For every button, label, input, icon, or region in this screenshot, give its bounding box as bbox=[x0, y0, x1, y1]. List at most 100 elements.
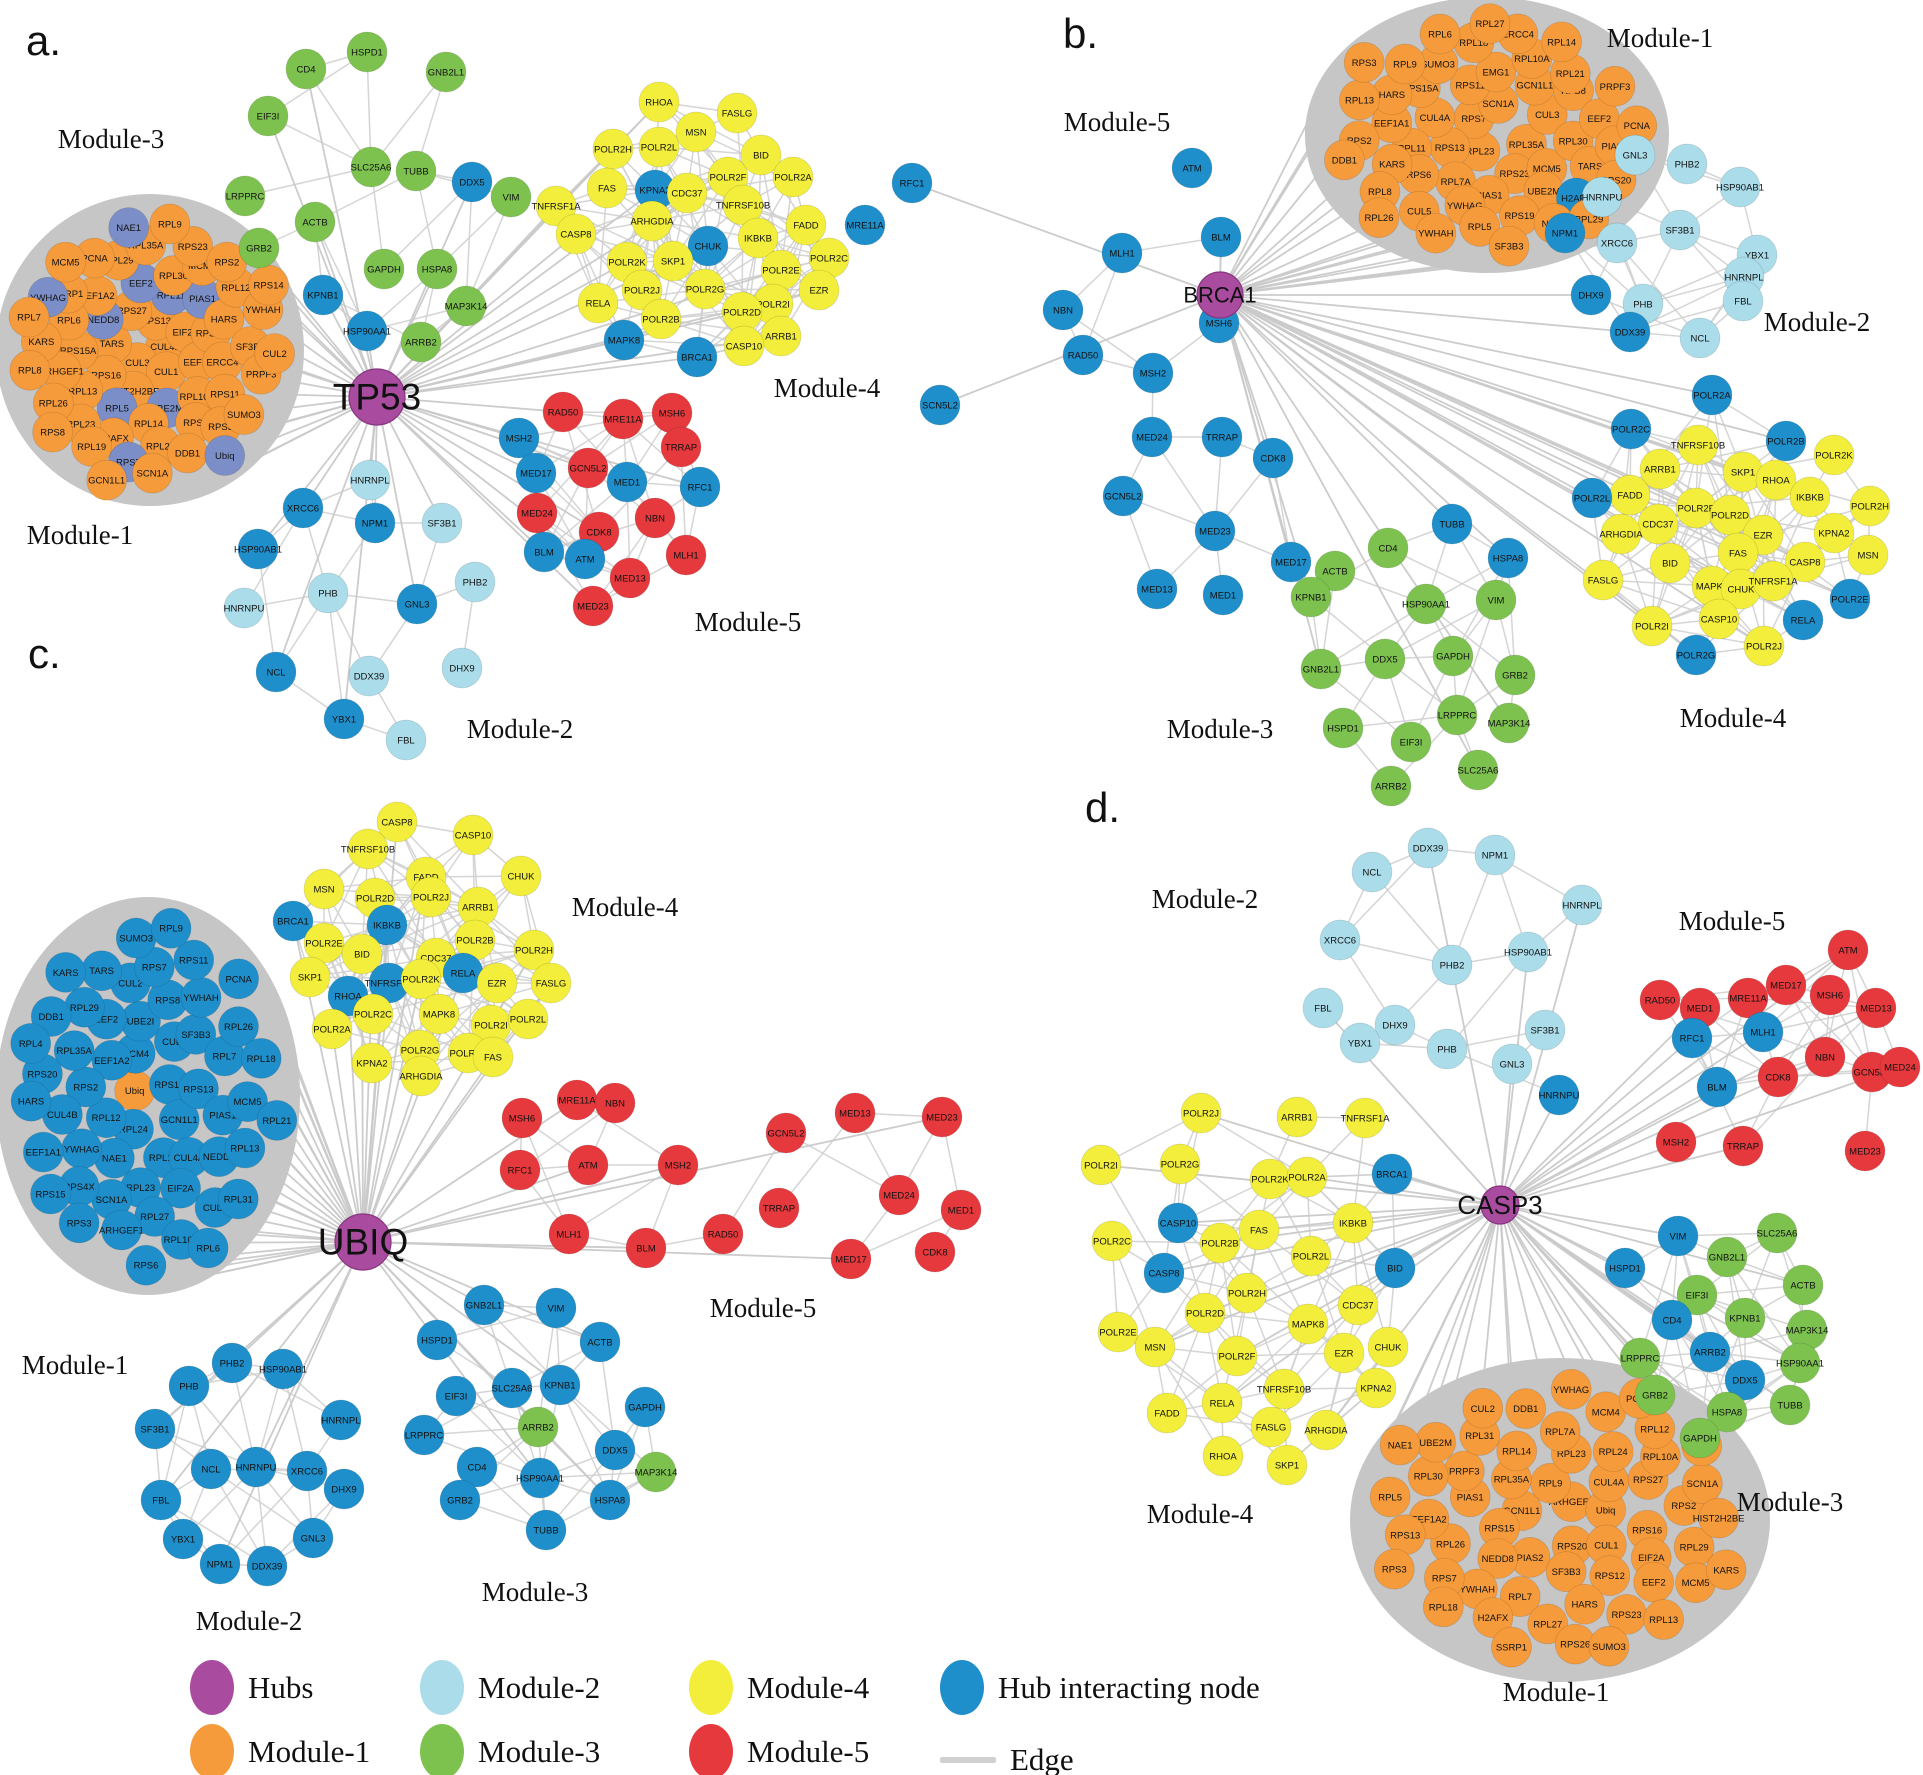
node-NCL: NCL bbox=[255, 651, 297, 693]
node-CDK8: CDK8 bbox=[914, 1231, 956, 1273]
node-HSPA8: HSPA8 bbox=[1706, 1391, 1748, 1433]
cluster-a-module-4: RHOA FASLG MSN POLR2H POLR2L BID POLR2F POLR2A F… bbox=[531, 81, 850, 378]
node-label-HNRNPU: HNRNPU bbox=[236, 1463, 277, 1474]
node-label-HSPA8: HSPA8 bbox=[1712, 1408, 1742, 1419]
node-MED23: MED23 bbox=[1844, 1130, 1886, 1172]
node-label-FAS: FAS bbox=[598, 184, 616, 195]
node-HSPD1: HSPD1 bbox=[416, 1319, 458, 1361]
node-circle-ATM bbox=[1827, 929, 1869, 971]
node-circle-MRE11A bbox=[1727, 977, 1769, 1019]
node-label-UBE2M: UBE2M bbox=[1419, 1438, 1452, 1449]
node-circle-ARHGDIA bbox=[400, 1055, 442, 1097]
node-RPL9: RPL9 bbox=[1384, 43, 1426, 85]
node-circle-GNL3 bbox=[292, 1517, 334, 1559]
node-label-PIAS1: PIAS1 bbox=[1476, 191, 1503, 202]
node-circle-MED17 bbox=[830, 1238, 872, 1280]
node-POLR2H: POLR2H bbox=[1849, 485, 1891, 527]
node-label-HARS: HARS bbox=[1571, 1600, 1597, 1611]
node-circle-BID bbox=[740, 134, 782, 176]
node-label-PRPF3: PRPF3 bbox=[246, 370, 277, 381]
node-CDC37: CDC37 bbox=[666, 172, 708, 214]
node-HSPA8: HSPA8 bbox=[416, 248, 458, 290]
node-circle-MED24 bbox=[1131, 416, 1173, 458]
node-label-GCN5L2: GCN5L2 bbox=[1105, 492, 1142, 503]
node-circle-MCM5 bbox=[45, 241, 86, 283]
node-label-MED24: MED24 bbox=[521, 509, 553, 520]
node-circle-RPL6 bbox=[187, 1227, 229, 1269]
node-circle-RPL5 bbox=[1369, 1476, 1411, 1518]
node-SF3B1: SF3B1 bbox=[1524, 1009, 1566, 1051]
node-EZR: EZR bbox=[798, 269, 840, 311]
node-label-IKBKB: IKBKB bbox=[373, 921, 401, 932]
node-label-CASP10: CASP10 bbox=[1701, 615, 1737, 626]
cluster-c-module-1: Ubiq RPS16 RPL24 MCM4 GCN1L1 RPL12 CUL5 RPL14 EE… bbox=[0, 897, 300, 1295]
hub-spoke bbox=[343, 396, 378, 720]
node-circle-HSP90AB1 bbox=[1719, 166, 1761, 208]
node-label-RPS23: RPS23 bbox=[178, 242, 208, 253]
node-VIM: VIM bbox=[1475, 579, 1517, 621]
node-TNFRSF10B: TNFRSF10B bbox=[1671, 424, 1725, 466]
edge bbox=[1659, 440, 1787, 470]
node-label-CUL1: CUL1 bbox=[203, 1203, 227, 1214]
edge bbox=[210, 1468, 314, 1539]
node-DHX9: DHX9 bbox=[441, 647, 483, 689]
node-label-MSN: MSN bbox=[1857, 551, 1878, 562]
hub-spoke bbox=[376, 396, 418, 605]
node-RELA: RELA bbox=[442, 952, 484, 994]
node-label-HSPD1: HSPD1 bbox=[1327, 724, 1359, 735]
node-HSP90AB1: HSP90AB1 bbox=[259, 1348, 307, 1390]
node-HNRNPU: HNRNPU bbox=[1538, 1074, 1579, 1116]
module-label-c-module-4: Module-4 bbox=[572, 892, 679, 922]
node-RPS11: RPS11 bbox=[173, 939, 215, 981]
node-SLC25A6: SLC25A6 bbox=[1756, 1212, 1798, 1254]
node-HARS: HARS bbox=[1564, 1583, 1605, 1625]
node-POLR2L: POLR2L bbox=[1290, 1235, 1332, 1277]
node-UBE2M: UBE2M bbox=[1415, 1421, 1456, 1463]
node-circle-RELA bbox=[1201, 1382, 1243, 1424]
node-label-TRRAP: TRRAP bbox=[1727, 1142, 1759, 1153]
node-BRCA1: BRCA1 bbox=[676, 336, 718, 378]
node-label-TNFRSF1A: TNFRSF1A bbox=[531, 202, 581, 213]
node-label-MCM4: MCM4 bbox=[188, 261, 216, 272]
node-circle-CASP8 bbox=[555, 213, 597, 255]
panel-letter-d: d. bbox=[1085, 784, 1120, 831]
node-label-POLR2F: POLR2F bbox=[710, 173, 747, 184]
node-circle-MAPK8 bbox=[603, 319, 645, 361]
node-circle-BID bbox=[341, 933, 383, 975]
node-POLR2L: POLR2L bbox=[638, 126, 680, 168]
node-label-POLR2G: POLR2G bbox=[1161, 1160, 1200, 1171]
node-TNFRSF1A: TNFRSF1A bbox=[1340, 1097, 1390, 1139]
node-circle-HNRNPL bbox=[320, 1399, 362, 1441]
node-circle-DDX5 bbox=[594, 1429, 636, 1471]
node-BLM: BLM bbox=[1696, 1066, 1738, 1108]
node-label-Ubiq: Ubiq bbox=[1596, 1505, 1616, 1516]
hub-spoke bbox=[376, 339, 625, 398]
node-RHOA: RHOA bbox=[1755, 459, 1797, 501]
node-circle-YBX1 bbox=[323, 698, 365, 740]
node-ACTB: ACTB bbox=[1314, 550, 1356, 592]
node-circle-KARS bbox=[1705, 1549, 1747, 1591]
node-CD4: CD4 bbox=[1367, 527, 1409, 569]
node-GNB2L1: GNB2L1 bbox=[425, 51, 467, 93]
node-MCM5: MCM5 bbox=[227, 1081, 268, 1123]
node-label-RPS7: RPS7 bbox=[142, 963, 167, 974]
node-circle-RPL24 bbox=[1592, 1431, 1634, 1472]
node-TRRAP: TRRAP bbox=[1201, 416, 1243, 458]
node-RPS13: RPS13 bbox=[178, 1068, 219, 1110]
node-POLR2G: POLR2G bbox=[1159, 1143, 1201, 1185]
node-EEF1A2: EEF1A2 bbox=[91, 1039, 133, 1081]
node-circle-CDK8 bbox=[914, 1231, 956, 1273]
node-HIST2H2BE: HIST2H2BE bbox=[1693, 1497, 1745, 1539]
node-MED24: MED24 bbox=[516, 492, 558, 534]
node-label-CHUK: CHUK bbox=[1728, 585, 1756, 596]
node-label-RPL13: RPL13 bbox=[68, 386, 97, 397]
node-POLR2E: POLR2E bbox=[760, 249, 802, 291]
node-label-HSP90AB1: HSP90AB1 bbox=[234, 545, 282, 556]
legend-label: Module-3 bbox=[478, 1734, 601, 1769]
node-circle-CD4 bbox=[285, 48, 327, 90]
node-HNRNPU: HNRNPU bbox=[223, 587, 264, 629]
node-label-BID: BID bbox=[753, 151, 769, 162]
node-label-CDC37: CDC37 bbox=[1642, 520, 1673, 531]
hub-spoke bbox=[1200, 1112, 1501, 1206]
node-label-NEDD8: NEDD8 bbox=[203, 1152, 235, 1163]
